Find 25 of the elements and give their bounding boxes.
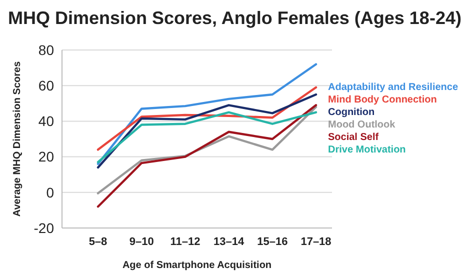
- x-tick-label: 17–18: [300, 236, 332, 248]
- x-tick-label: 15–16: [257, 236, 288, 248]
- text: Social Self: [328, 132, 380, 143]
- series-label: Mood Outlook: [328, 120, 396, 130]
- line-series: [96, 93, 318, 169]
- y-tick-label: 80: [38, 42, 54, 58]
- y-tick-label: -20: [34, 220, 54, 236]
- y-tick-label: 20: [38, 148, 54, 165]
- y-tick-label: 60: [38, 78, 54, 94]
- line-series: [96, 86, 318, 151]
- series-label: Mind Body Connection: [328, 94, 437, 106]
- x-tick-label: 5–8: [88, 236, 108, 248]
- x-axis-title: Age of Smartphone Acquisition: [122, 260, 272, 271]
- series-label: Cognition: [328, 107, 375, 118]
- x-tick-label: 11–12: [170, 236, 200, 248]
- text: Drive Motivation: [328, 144, 406, 156]
- chart-title: MHQ Dimension Scores, Anglo Females (Ages 18-24): [8, 8, 462, 28]
- y-axis-title: Average MHQ Dimension Scores: [12, 60, 23, 217]
- y-tick-label: 40: [38, 113, 54, 130]
- x-tick-label: 13–14: [214, 236, 245, 248]
- line-series: [96, 63, 318, 166]
- line-series: [96, 111, 318, 164]
- x-tick-label: 9–10: [129, 236, 154, 248]
- y-tick-label: 0: [46, 184, 54, 200]
- text: Adaptability and Resilience: [328, 82, 458, 93]
